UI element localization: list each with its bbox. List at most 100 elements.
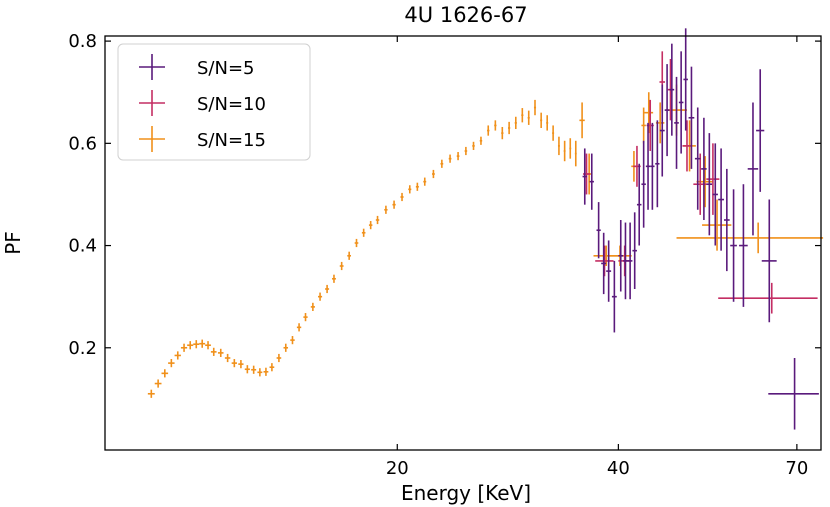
data-point [168, 359, 175, 368]
data-point [589, 153, 594, 210]
data-point [606, 240, 612, 302]
data-point [747, 102, 759, 236]
data-point [682, 120, 692, 172]
series-s-n-5 [582, 28, 819, 430]
data-point [257, 368, 263, 377]
data-point [361, 228, 366, 237]
data-point [521, 108, 524, 123]
data-point [557, 136, 560, 156]
x-axis-label: Energy [KeV] [401, 481, 531, 505]
data-point [310, 302, 315, 311]
data-point [193, 340, 200, 349]
series-s-n-10 [582, 51, 818, 314]
data-point [339, 261, 344, 271]
x-tick-label: 20 [386, 458, 409, 479]
data-point [627, 222, 633, 300]
data-point [706, 143, 720, 215]
data-point [611, 260, 617, 333]
data-point [569, 138, 572, 159]
data-point [431, 169, 435, 179]
data-point [501, 126, 504, 140]
data-point [533, 99, 537, 116]
data-point [730, 189, 737, 302]
data-point [368, 221, 373, 230]
legend-item: S/N=10 [139, 90, 266, 116]
data-point [303, 313, 308, 322]
data-point [645, 122, 651, 210]
data-point [494, 120, 497, 131]
data-point [174, 351, 181, 360]
y-axis: 0.2 0.4 0.6 0.8 [68, 31, 821, 359]
data-point [296, 323, 302, 332]
data-point [276, 353, 282, 363]
data-point [574, 140, 577, 167]
data-point [739, 184, 748, 307]
data-point [210, 347, 217, 356]
data-point [678, 51, 684, 154]
data-point [408, 185, 412, 194]
data-point [596, 202, 601, 259]
data-point [263, 367, 269, 376]
data-point [546, 115, 549, 131]
data-point [217, 348, 224, 357]
data-point [479, 136, 483, 145]
data-point [527, 110, 530, 125]
data-point [641, 107, 646, 144]
data-point [440, 159, 444, 168]
y-tick-label: 0.2 [68, 338, 97, 359]
data-point [761, 199, 777, 323]
data-point [392, 200, 396, 209]
data-point [514, 116, 517, 130]
data-point [683, 28, 688, 131]
data-point [354, 238, 359, 248]
data-point [632, 212, 637, 289]
legend-label: S/N=10 [197, 94, 266, 115]
legend-label: S/N=5 [197, 58, 255, 79]
data-point [415, 182, 419, 191]
data-point [768, 358, 819, 430]
x-tick-label: 70 [785, 458, 808, 479]
data-point [400, 192, 404, 202]
data-point [244, 365, 250, 374]
data-point [623, 222, 628, 300]
data-point [147, 389, 155, 398]
axes-frame [104, 35, 822, 451]
legend-item: S/N=5 [139, 54, 255, 80]
y-axis-label: PF [1, 231, 25, 255]
data-point [718, 282, 818, 314]
data-point [487, 125, 490, 136]
data-point [187, 341, 194, 350]
legend-item: S/N=15 [139, 126, 266, 152]
data-point [552, 125, 555, 141]
y-tick-label: 0.4 [68, 236, 97, 257]
data-point [199, 339, 206, 348]
y-tick-label: 0.8 [68, 31, 97, 52]
data-point [723, 168, 730, 272]
data-point [347, 251, 352, 260]
data-point [701, 117, 707, 220]
data-point [636, 163, 642, 246]
data-point [332, 274, 336, 283]
data-point [718, 148, 724, 251]
data-point [205, 341, 211, 350]
data-point [655, 120, 660, 208]
data-point [669, 43, 675, 136]
data-point [224, 353, 231, 363]
data-point [756, 69, 765, 192]
data-point [579, 102, 585, 139]
data-point [696, 156, 714, 208]
legend: S/N=5 S/N=10 S/N=15 [117, 43, 311, 161]
data-point [375, 215, 380, 225]
data-point [712, 143, 718, 246]
data-point [238, 360, 244, 369]
y-tick-label: 0.6 [68, 133, 97, 154]
data-point [456, 152, 460, 161]
data-point [448, 154, 452, 163]
data-point [251, 365, 257, 374]
data-point [290, 336, 295, 345]
data-point [659, 84, 665, 177]
data-point [161, 369, 169, 378]
data-point [688, 66, 695, 169]
data-point [676, 222, 824, 254]
